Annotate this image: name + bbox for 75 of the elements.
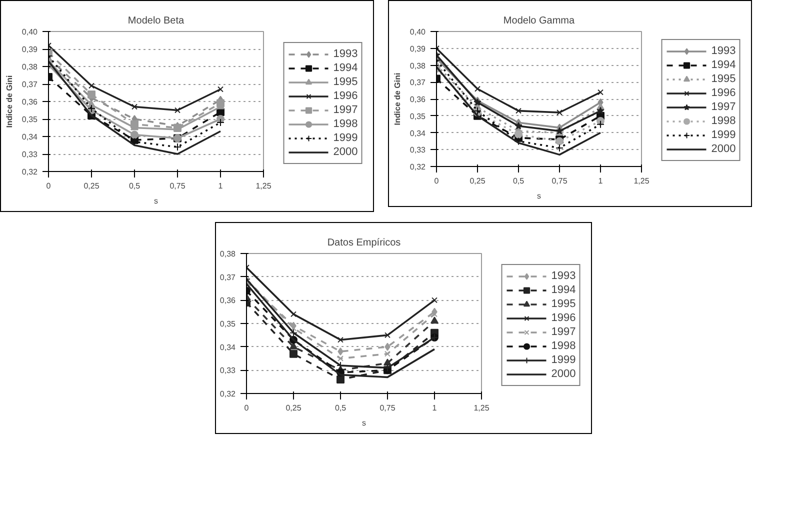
- legend-label: 2000: [551, 366, 576, 380]
- y-tick-label: 0,32: [410, 162, 426, 172]
- x-tick-label: 0: [46, 182, 52, 190]
- y-tick-label: 0,33: [220, 366, 236, 376]
- y-tick-label: 0,35: [410, 112, 426, 121]
- y-tick-label: 0,38: [220, 250, 236, 258]
- y-tick-label: 0,33: [22, 150, 38, 159]
- legend-label: 1995: [711, 72, 736, 86]
- legend-label: 1998: [333, 116, 358, 130]
- legend-label: 1996: [551, 310, 576, 324]
- y-tick-label: 0,40: [22, 28, 38, 36]
- x-tick-label: 0,75: [552, 176, 568, 186]
- x-tick-label: 1,25: [474, 404, 490, 412]
- y-tick-label: 0,37: [410, 78, 426, 88]
- legend-label: 2000: [711, 142, 736, 156]
- legend-label: 2000: [333, 144, 358, 158]
- x-axis-title: s: [154, 196, 158, 206]
- y-tick-label: 0,37: [220, 272, 236, 282]
- legend-label: 1993: [333, 46, 358, 60]
- x-tick-label: 0,25: [470, 176, 486, 186]
- y-axis-title: Indice de Gini: [392, 72, 402, 126]
- x-tick-label: 1: [598, 176, 604, 186]
- legend-label: 1999: [333, 130, 358, 144]
- y-tick-label: 0,40: [410, 28, 426, 36]
- x-tick-label: 1,25: [256, 182, 272, 190]
- x-tick-label: 0: [434, 176, 440, 186]
- y-tick-label: 0,38: [410, 61, 426, 70]
- legend-label: 1996: [333, 88, 358, 102]
- legend-label: 1994: [711, 58, 736, 72]
- legend-label: 1997: [711, 100, 736, 114]
- legend-label: 1998: [711, 114, 736, 128]
- y-axis-title: Indice de Gini: [4, 75, 14, 128]
- legend-label: 1994: [333, 60, 358, 74]
- x-tick-label: 1,25: [634, 176, 650, 186]
- y-tick-label: 0,35: [22, 115, 38, 124]
- y-tick-label: 0,33: [410, 146, 426, 155]
- legend-label: 1993: [551, 268, 576, 282]
- y-tick-label: 0,37: [22, 80, 38, 89]
- x-tick-label: 1: [218, 182, 224, 190]
- chart-title: Datos Empíricos: [327, 238, 401, 248]
- x-axis-title: s: [362, 418, 366, 428]
- legend-label: 1995: [333, 74, 358, 88]
- chart-title: Modelo Gamma: [503, 16, 576, 26]
- x-tick-label: 0,5: [334, 404, 347, 412]
- y-tick-label: 0,32: [220, 390, 236, 398]
- y-tick-label: 0,34: [410, 128, 426, 138]
- chart-title: Modelo Beta: [128, 16, 185, 26]
- legend-label: 1999: [551, 352, 576, 366]
- legend-label: 1996: [711, 86, 736, 100]
- y-tick-label: 0,39: [22, 45, 38, 54]
- legend-label: 1997: [551, 324, 576, 338]
- y-tick-label: 0,36: [22, 98, 38, 106]
- legend-label: 1997: [333, 102, 358, 116]
- y-tick-label: 0,34: [220, 342, 236, 352]
- x-tick-label: 0,25: [84, 182, 100, 190]
- legend-label: 1995: [551, 296, 576, 310]
- x-tick-label: 0,5: [128, 182, 141, 190]
- y-tick-label: 0,39: [410, 44, 426, 54]
- x-tick-label: 0: [244, 404, 250, 412]
- x-axis-title: s: [537, 192, 541, 200]
- y-tick-label: 0,32: [22, 168, 38, 176]
- legend-label: 1999: [711, 128, 736, 142]
- x-tick-label: 0,75: [380, 404, 396, 412]
- legend-label: 1998: [551, 338, 576, 352]
- x-tick-label: 1: [432, 404, 438, 412]
- y-tick-label: 0,36: [410, 95, 426, 104]
- x-tick-label: 0,25: [286, 404, 302, 412]
- legend-label: 1993: [711, 44, 736, 58]
- y-tick-label: 0,34: [22, 132, 38, 142]
- y-tick-label: 0,36: [220, 296, 236, 306]
- x-tick-label: 0,5: [512, 176, 525, 186]
- y-tick-label: 0,38: [22, 62, 38, 72]
- legend-label: 1994: [551, 282, 576, 296]
- x-tick-label: 0,75: [170, 182, 186, 190]
- y-tick-label: 0,35: [220, 320, 236, 328]
